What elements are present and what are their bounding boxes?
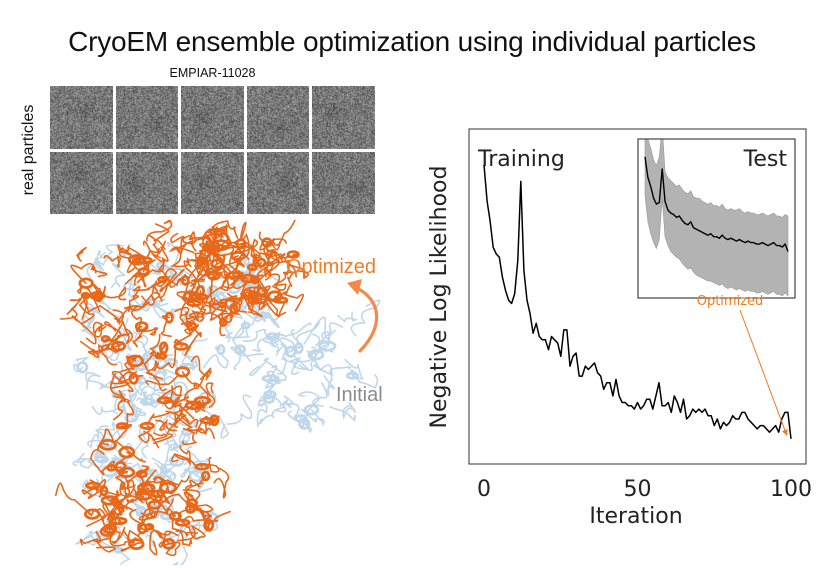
test-label: Test <box>743 147 788 172</box>
plot-frame <box>468 128 807 465</box>
y-axis-label: Negative Log Likelihood <box>427 166 452 429</box>
nll-chart: Training Test 0 50 100 Iteration Negative … <box>427 128 812 529</box>
particle-image <box>246 151 310 215</box>
optimized-arrow <box>739 309 788 436</box>
particles-side-text: real particles <box>20 104 37 196</box>
test-inset: Test <box>637 138 796 299</box>
particle-image <box>181 151 244 215</box>
particle-image <box>181 86 244 149</box>
particle-image <box>115 86 179 149</box>
particle-image <box>50 151 113 215</box>
rotation-arrow <box>355 286 379 353</box>
particle-image <box>246 86 310 149</box>
x-tick-label: 0 <box>477 477 491 502</box>
training-line <box>483 164 792 439</box>
optimized-annotation: Optimized <box>697 294 764 309</box>
particles-side-label: real particles <box>18 86 40 214</box>
optimized-arrowhead <box>782 429 788 436</box>
particle-image <box>312 86 375 149</box>
particle-image <box>50 86 113 149</box>
particle-image <box>312 151 375 215</box>
x-tick-label: 100 <box>770 477 812 502</box>
x-axis-label: Iteration <box>589 504 682 529</box>
particle-image <box>115 151 179 215</box>
initial-structure-label: Initial <box>336 384 383 406</box>
rotation-arrowhead <box>347 279 362 295</box>
x-tick-label: 50 <box>624 477 652 502</box>
test-confidence-band <box>644 139 789 297</box>
particle-grid <box>50 86 375 215</box>
training-label: Training <box>477 147 565 172</box>
protein-structure-render <box>55 220 381 565</box>
figure-title: CryoEM ensemble optimization using indiv… <box>68 26 756 57</box>
dataset-caption: EMPIAR-11028 <box>169 66 256 80</box>
test-mean-line <box>644 156 789 252</box>
x-ticks: 0 50 100 <box>477 477 812 502</box>
inset-frame <box>637 138 796 299</box>
optimized-structure-label: Optimized <box>286 256 377 278</box>
optimized-structure <box>55 220 309 557</box>
training-series <box>483 164 792 439</box>
